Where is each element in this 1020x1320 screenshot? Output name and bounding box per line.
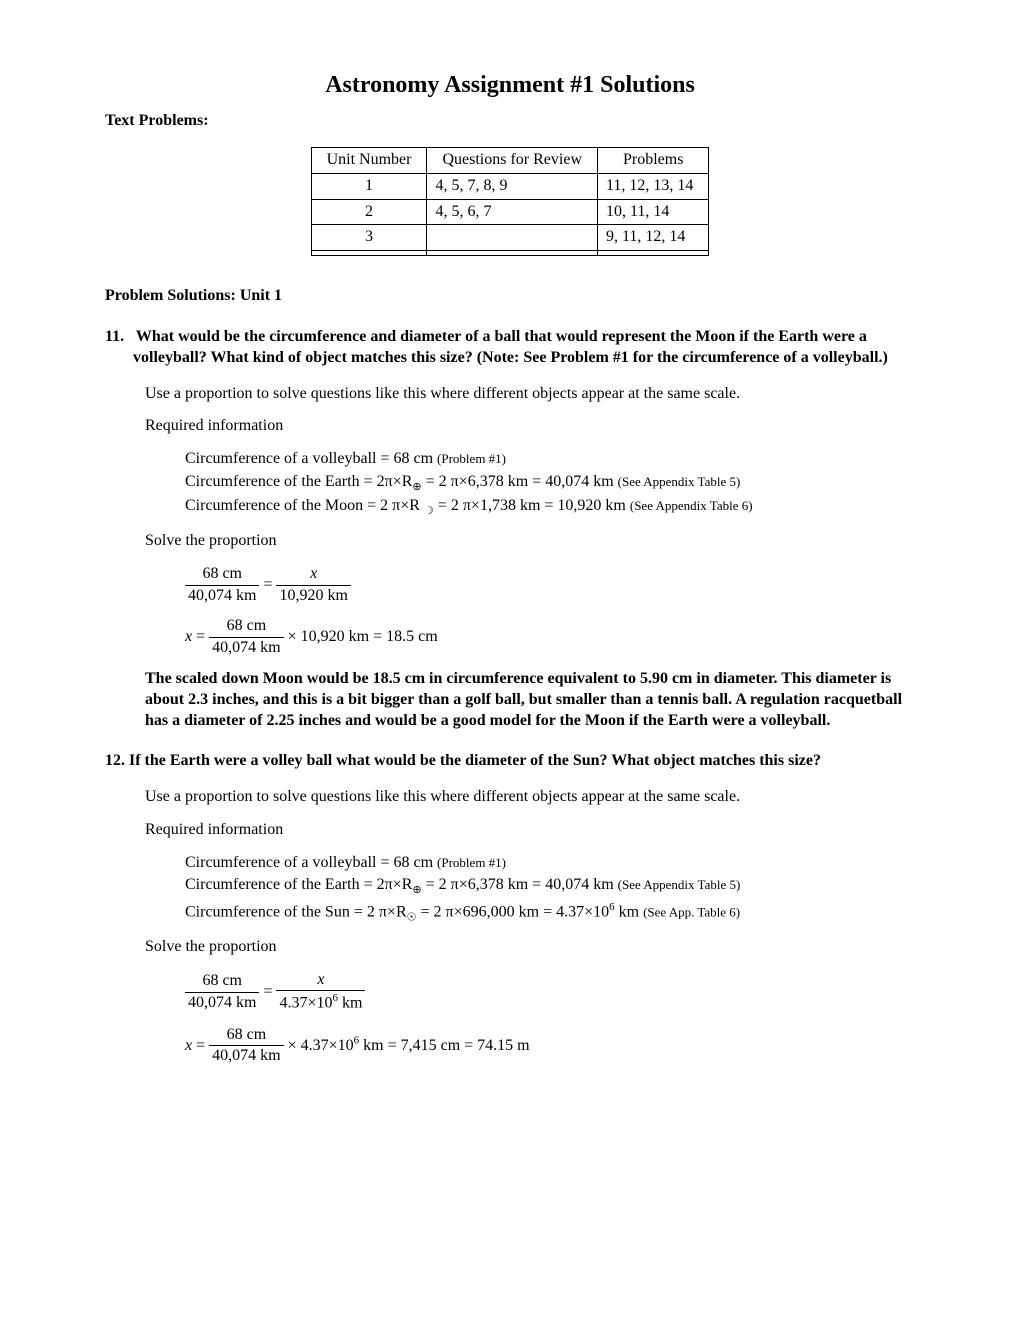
- problem-intro: Use a proportion to solve questions like…: [145, 384, 915, 405]
- subscript: ⊕: [412, 885, 421, 897]
- required-info-line: Circumference of a volleyball = 68 cm (P…: [185, 853, 915, 874]
- table-cell: [598, 251, 709, 256]
- eq-lhs: x: [185, 1036, 192, 1053]
- problem-text: What would be the circumference and diam…: [133, 328, 888, 366]
- ref-text: (See Appendix Table 6): [630, 498, 753, 513]
- problem-11-statement: 11. What would be the circumference and …: [133, 327, 915, 369]
- fraction: x 4.37×106 km: [276, 970, 365, 1015]
- problem-number: 12.: [105, 752, 125, 769]
- table-cell: [311, 251, 427, 256]
- ref-text: (Problem #1): [437, 451, 506, 466]
- req-text: Circumference of a volleyball = 68 cm: [185, 450, 437, 467]
- denominator: 4.37×106 km: [276, 991, 365, 1014]
- table-header: Problems: [598, 147, 709, 173]
- ref-text: (See Appendix Table 5): [618, 474, 741, 489]
- numerator: 68 cm: [185, 971, 259, 993]
- fraction: 68 cm 40,074 km: [185, 564, 259, 607]
- eq-rhs: × 4.37×10: [288, 1036, 354, 1053]
- problem-12-statement: 12. If the Earth were a volley ball what…: [155, 751, 915, 772]
- ref-text: (See App. Table 6): [643, 904, 740, 919]
- required-info-line: Circumference of the Moon = 2 π×R ☽ = 2 …: [185, 496, 915, 518]
- fraction: x 10,920 km: [276, 564, 350, 607]
- problem-conclusion: The scaled down Moon would be 18.5 cm in…: [145, 669, 915, 731]
- req-text: = 2 π×6,378 km = 40,074 km: [422, 473, 618, 490]
- equation: 68 cm 40,074 km = x 10,920 km x = 68 cm …: [185, 564, 915, 659]
- required-info-line: Circumference of a volleyball = 68 cm (P…: [185, 449, 915, 470]
- required-info-line: Circumference of the Earth = 2π×R⊕ = 2 π…: [185, 875, 915, 897]
- required-info-label: Required information: [145, 416, 915, 437]
- table-cell: [427, 225, 598, 251]
- req-text: = 2 π×6,378 km = 40,074 km: [422, 876, 618, 893]
- numerator: 68 cm: [209, 1025, 283, 1047]
- eq-lhs: x: [185, 628, 192, 645]
- problem-number: 11.: [105, 328, 124, 345]
- req-text: Circumference of the Earth = 2π×R: [185, 876, 412, 893]
- subscript: ⊕: [412, 481, 421, 493]
- table-cell: [427, 251, 598, 256]
- section-heading: Problem Solutions: Unit 1: [105, 286, 915, 307]
- ref-text: (Problem #1): [437, 855, 506, 870]
- req-text: Circumference of the Sun = 2 π×R: [185, 903, 407, 920]
- den-text: 4.37×10: [279, 995, 332, 1012]
- den-text: km: [338, 995, 362, 1012]
- required-info-line: Circumference of the Sun = 2 π×R☉ = 2 π×…: [185, 900, 915, 925]
- table-header: Unit Number: [311, 147, 427, 173]
- eq-rhs: × 10,920 km = 18.5 cm: [288, 628, 438, 645]
- problem-intro: Use a proportion to solve questions like…: [145, 787, 915, 808]
- page-title: Astronomy Assignment #1 Solutions: [105, 70, 915, 101]
- table-cell: 1: [311, 173, 427, 199]
- req-text: Circumference of the Earth = 2π×R: [185, 473, 412, 490]
- ref-text: (See Appendix Table 5): [618, 877, 741, 892]
- table-cell: 10, 11, 14: [598, 199, 709, 225]
- req-text: = 2 π×1,738 km = 10,920 km: [434, 497, 630, 514]
- numerator: 68 cm: [185, 564, 259, 586]
- subscript: ☽: [424, 506, 434, 518]
- req-text: Circumference of a volleyball = 68 cm: [185, 854, 437, 871]
- equation: 68 cm 40,074 km = x 4.37×106 km x = 68 c…: [185, 970, 915, 1068]
- table-cell: 9, 11, 12, 14: [598, 225, 709, 251]
- fraction: 68 cm 40,074 km: [209, 1025, 283, 1068]
- denominator: 40,074 km: [185, 993, 259, 1014]
- req-text: km: [615, 903, 643, 920]
- numerator: x: [276, 970, 365, 992]
- table-cell: 4, 5, 7, 8, 9: [427, 173, 598, 199]
- problems-table: Unit Number Questions for Review Problem…: [311, 147, 710, 256]
- subscript: ☉: [407, 911, 417, 923]
- text-problems-label: Text Problems:: [105, 111, 915, 132]
- required-info-line: Circumference of the Earth = 2π×R⊕ = 2 π…: [185, 472, 915, 494]
- denominator: 10,920 km: [276, 586, 350, 607]
- required-info-label: Required information: [145, 820, 915, 841]
- table-cell: 2: [311, 199, 427, 225]
- denominator: 40,074 km: [209, 1046, 283, 1067]
- table-cell: 4, 5, 6, 7: [427, 199, 598, 225]
- req-text: Circumference of the Moon = 2 π×R: [185, 497, 424, 514]
- solve-label: Solve the proportion: [145, 531, 915, 552]
- fraction: 68 cm 40,074 km: [209, 616, 283, 659]
- fraction: 68 cm 40,074 km: [185, 971, 259, 1014]
- table-header: Questions for Review: [427, 147, 598, 173]
- eq-rhs: km = 7,415 cm = 74.15 m: [359, 1036, 529, 1053]
- numerator: x: [276, 564, 350, 586]
- req-text: = 2 π×696,000 km = 4.37×10: [417, 903, 610, 920]
- denominator: 40,074 km: [185, 586, 259, 607]
- numerator: 68 cm: [209, 616, 283, 638]
- problem-text: If the Earth were a volley ball what wou…: [129, 752, 821, 769]
- table-cell: 3: [311, 225, 427, 251]
- denominator: 40,074 km: [209, 638, 283, 659]
- table-cell: 11, 12, 13, 14: [598, 173, 709, 199]
- solve-label: Solve the proportion: [145, 937, 915, 958]
